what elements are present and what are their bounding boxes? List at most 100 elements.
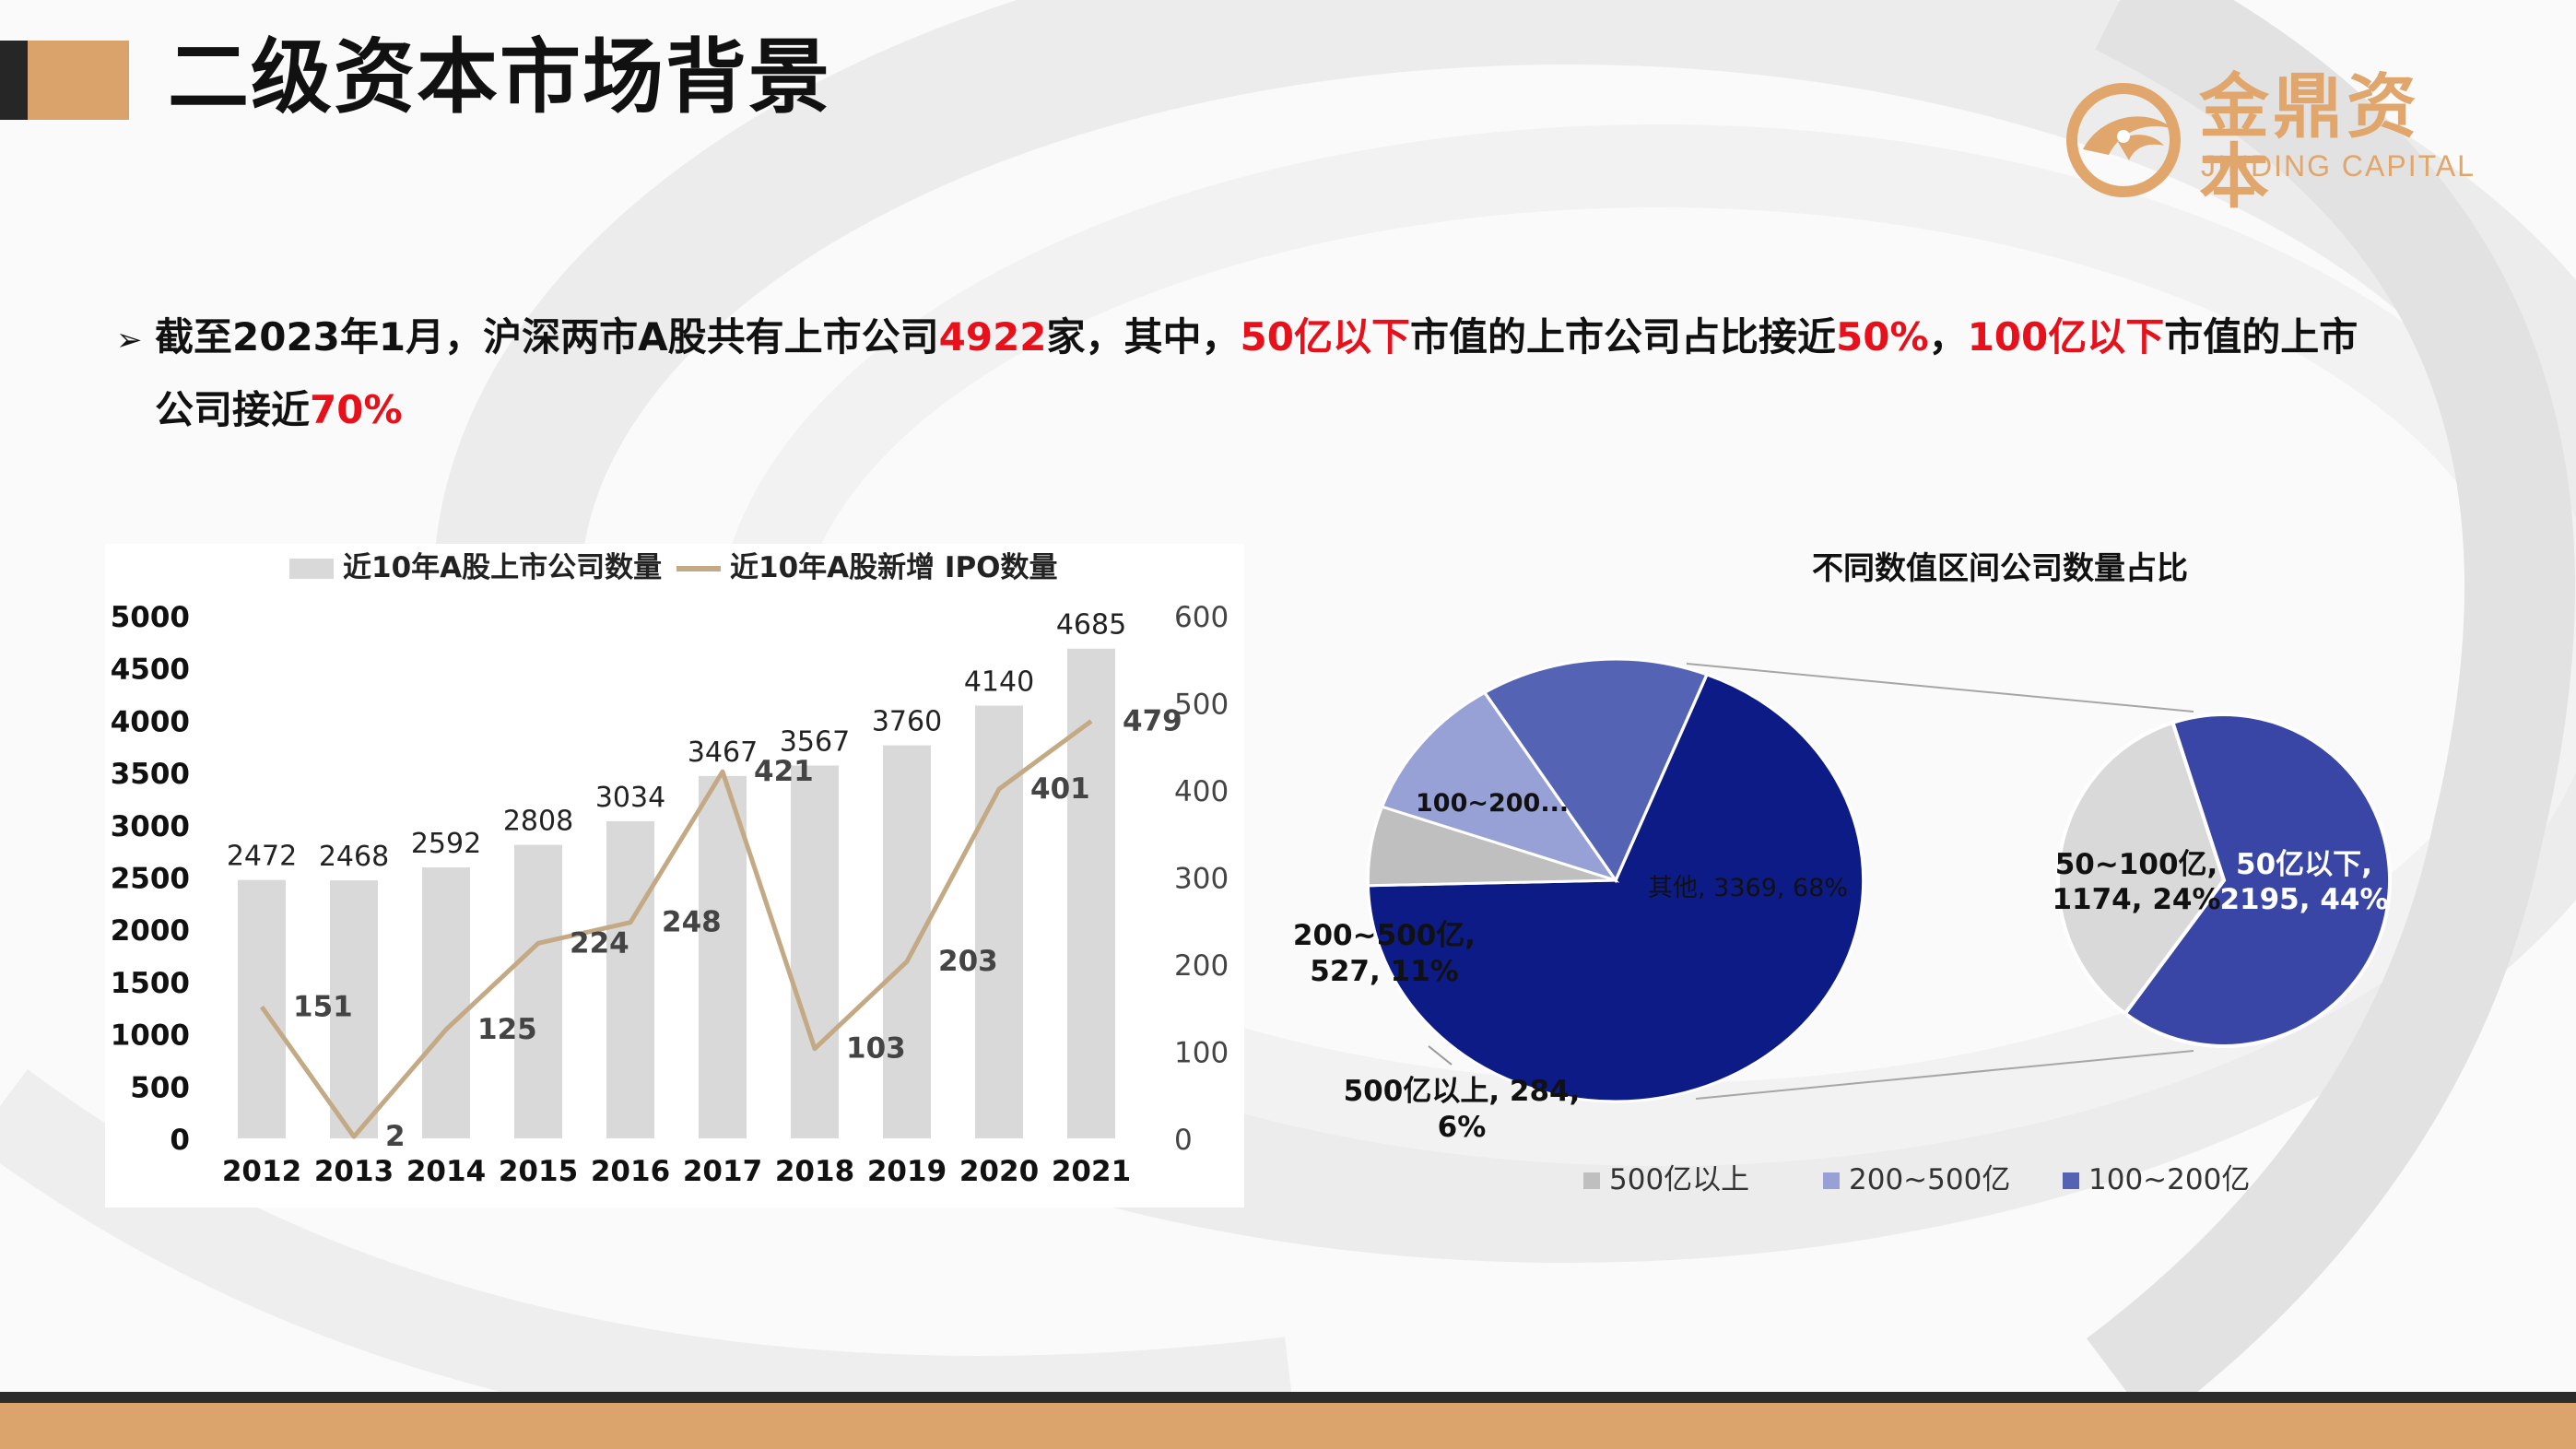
bar-data-label: 2808	[503, 806, 573, 838]
summary-text: 家，其中，	[1046, 314, 1241, 359]
y-right-tick-label: 300	[1174, 863, 1229, 896]
pie-data-label: 2195, 44%	[2219, 883, 2388, 916]
y-left-tick-label: 4500	[111, 654, 190, 687]
summary-highlight: 100亿以下	[1967, 314, 2165, 359]
bar-data-label: 3467	[688, 736, 758, 769]
logo-text-en: JINDING CAPITAL	[2201, 149, 2476, 183]
bar-data-label: 3760	[872, 706, 942, 738]
market-cap-pie-chart: 不同数值区间公司数量占比 其他, 3369, 68% 100~200... 200~5…	[1272, 535, 2470, 1235]
summary-line-1: ➢ 截至2023年1月，沪深两市A股共有上市公司4922家，其中，50亿以下 市值的…	[116, 302, 2365, 375]
line-data-label: 125	[477, 1013, 537, 1046]
pie-chart-title: 不同数值区间公司数量占比	[1812, 550, 2188, 587]
x-tick-label: 2013	[314, 1155, 394, 1188]
secondary-pie-slice	[2056, 720, 2227, 1017]
logo-text-cn: 金鼎资本	[2199, 65, 2420, 218]
bar-mark	[514, 844, 562, 1138]
bar-mark	[791, 765, 839, 1138]
main-pie-slice	[1482, 657, 1710, 884]
y-left-tick-label: 2000	[111, 914, 190, 948]
main-pie-slice	[1380, 690, 1619, 883]
legend-swatch	[1583, 1172, 1600, 1189]
ipo-series-line	[259, 719, 1093, 1139]
legend-label: 100~200亿	[2088, 1163, 2250, 1196]
line-data-label: 248	[662, 906, 722, 939]
bar-mark	[699, 775, 747, 1138]
legend-label: 近10年A股上市公司数量	[343, 551, 662, 584]
summary-highlight: 50亿以下	[1240, 314, 1410, 359]
legend-label: 500亿以上	[1609, 1163, 1749, 1196]
bar-mark	[330, 880, 378, 1138]
bar-data-label: 2592	[411, 828, 481, 860]
y-left-tick-label: 2500	[111, 863, 190, 896]
line-data-label: 103	[846, 1032, 906, 1066]
y-right-tick-label: 100	[1174, 1037, 1229, 1070]
arrow-bullet-icon: ➢	[116, 322, 143, 359]
legend-swatch	[2063, 1172, 2079, 1189]
line-data-label: 151	[293, 990, 353, 1023]
y-right-tick-label: 400	[1174, 775, 1229, 808]
listed-companies-chart: 近10年A股上市公司数量 近10年A股新增 IPO数量 0 500 1000 1500 20…	[105, 544, 1244, 1208]
pie-data-label: 6%	[1438, 1111, 1487, 1144]
y-left-tick-label: 0	[170, 1124, 190, 1157]
pie-leader-line	[1428, 1045, 1453, 1066]
summary-text: 公司接近	[155, 387, 311, 432]
legend-swatch-bars	[289, 559, 334, 579]
legend-swatch	[1823, 1172, 1840, 1189]
secondary-pie-slice	[2123, 713, 2392, 1048]
y-left-tick-label: 500	[130, 1071, 190, 1104]
pie-data-label: 527, 11%	[1310, 955, 1458, 988]
pie-data-label: 其他, 3369, 68%	[1648, 874, 1848, 902]
y-left-tick-label: 3000	[111, 810, 190, 843]
summary-text: 截至2023年1月，沪深两市A股共有上市公司	[155, 314, 939, 359]
line-data-label: 224	[570, 926, 629, 960]
summary-highlight: 4922	[938, 314, 1047, 359]
logo-mark-icon	[2066, 83, 2181, 197]
line-data-label: 421	[754, 755, 814, 788]
x-tick-label: 2012	[222, 1155, 301, 1188]
summary-highlight: 70%	[310, 387, 403, 432]
y-left-tick-label: 3500	[111, 758, 190, 791]
summary-line-2: 公司接近70%	[116, 375, 2365, 445]
x-tick-label: 2017	[683, 1155, 762, 1188]
bar-data-label: 3034	[595, 782, 665, 814]
summary-bullet: ➢ 截至2023年1月，沪深两市A股共有上市公司4922家，其中，50亿以下 市值的…	[116, 302, 2365, 445]
bar-mark	[606, 820, 654, 1138]
summary-highlight: 50%	[1836, 314, 1929, 359]
footer-bar-dark	[0, 1392, 2576, 1403]
header-bar-dark	[0, 41, 28, 120]
line-data-label: 2	[385, 1120, 406, 1153]
footer-bar-accent	[0, 1403, 2576, 1449]
x-tick-label: 2016	[591, 1155, 670, 1188]
x-tick-label: 2018	[775, 1155, 854, 1188]
pie-data-label: 50亿以下,	[2236, 848, 2372, 881]
x-tick-label: 2021	[1052, 1155, 1131, 1188]
x-tick-label: 2020	[959, 1155, 1039, 1188]
x-tick-label: 2014	[406, 1155, 486, 1188]
summary-text: ，	[1928, 314, 1968, 359]
x-tick-label: 2015	[499, 1155, 578, 1188]
pie-data-label: 500亿以上, 284,	[1344, 1075, 1581, 1108]
listed-companies-chart-svg: 近10年A股上市公司数量 近10年A股新增 IPO数量05001000150020…	[111, 551, 1229, 1188]
y-left-tick-label: 5000	[111, 601, 190, 634]
line-data-label: 203	[938, 945, 998, 978]
bar-mark	[975, 705, 1023, 1138]
bar-data-label: 2472	[227, 841, 297, 873]
summary-text: 市值的上市	[2164, 314, 2358, 359]
bar-data-label: 4140	[964, 666, 1034, 699]
main-pie-slice	[1366, 672, 1865, 1103]
bar-data-label: 4685	[1056, 609, 1126, 642]
y-left-tick-label: 4000	[111, 705, 190, 738]
legend-label: 近10年A股新增 IPO数量	[730, 551, 1058, 584]
y-right-tick-label: 200	[1174, 949, 1229, 983]
company-logo: 金鼎资本 JINDING CAPITAL	[2064, 72, 2488, 212]
bar-mark	[883, 745, 931, 1138]
header-bar-accent	[28, 41, 129, 120]
y-left-tick-label: 1500	[111, 967, 190, 1000]
pie-data-label: 50~100亿,	[2055, 848, 2218, 881]
x-tick-label: 2019	[867, 1155, 947, 1188]
line-data-label: 401	[1030, 772, 1090, 806]
line-data-label: 479	[1123, 704, 1182, 737]
pie-connector-line	[1686, 663, 2194, 713]
y-right-tick-label: 500	[1174, 689, 1229, 722]
